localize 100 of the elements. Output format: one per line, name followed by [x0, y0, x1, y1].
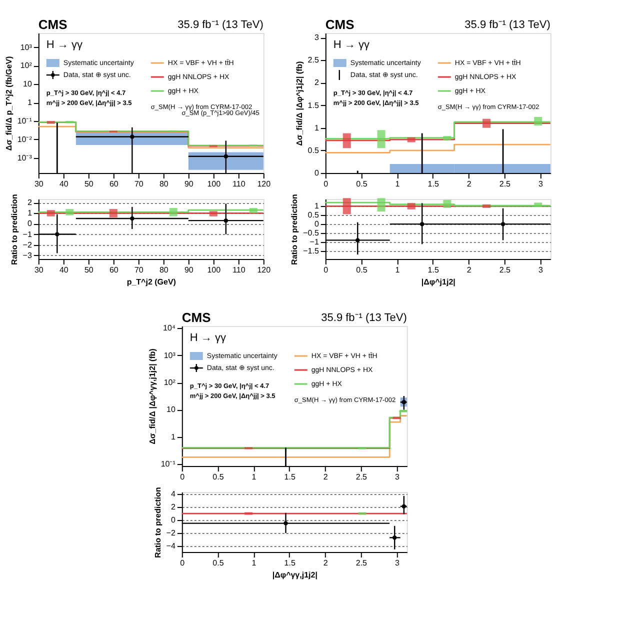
- x-tick-label: 0: [324, 180, 329, 188]
- x-axis-title: |Δφ^j1j2|: [421, 278, 456, 286]
- point: [130, 216, 134, 221]
- x-tick-label: 90: [184, 266, 194, 274]
- y-tick-label: −4: [166, 542, 176, 551]
- x-axis-title: p_T^j2 (GeV): [126, 278, 176, 286]
- x-tick-label: 2: [466, 266, 472, 274]
- x-axis-title: |Δφ^γγ,j1j2|: [272, 570, 318, 580]
- chart-title: CMS: [38, 17, 68, 32]
- x-tick-label: 70: [134, 180, 144, 188]
- x-tick-label: 1.5: [428, 266, 440, 274]
- chart-subtitle: 35.9 fb⁻¹ (13 TeV): [178, 19, 264, 31]
- point: [55, 232, 60, 236]
- chart-title: CMS: [182, 310, 212, 325]
- x-tick-label: 2.5: [356, 558, 368, 568]
- y-tick-label: −1: [22, 230, 32, 239]
- x-tick-label: 1: [252, 558, 257, 568]
- point: [284, 521, 288, 526]
- y-tick-label: −3: [22, 250, 32, 260]
- y-tick-label: 1: [170, 432, 176, 442]
- y-tick-label: −1: [310, 237, 320, 246]
- y-tick-label: 1: [27, 208, 32, 218]
- x-tick-label: 1.5: [284, 472, 296, 482]
- x-tick-label: 120: [257, 266, 272, 274]
- x-tick-label: 1.5: [284, 558, 296, 568]
- y-axis-title: Ratio to prediction: [153, 487, 162, 558]
- x-tick-label: 100: [207, 180, 222, 188]
- y-tick-label: 10²: [20, 61, 32, 70]
- y-tick-label: 10³: [20, 42, 32, 52]
- y-tick-label: 0: [314, 220, 320, 229]
- x-tick-label: 0.5: [356, 180, 368, 188]
- x-tick-label: 3: [395, 558, 400, 568]
- x-tick-label: 1: [395, 266, 400, 274]
- y-tick-label: 2: [27, 198, 32, 208]
- y-tick-label: 10⁻¹: [17, 116, 32, 126]
- x-tick-label: 110: [232, 180, 246, 188]
- y-tick-label: 3: [314, 33, 320, 42]
- y-axis-title: Δσ_fid/Δ p_T^j2 (fb/GeV): [4, 56, 14, 151]
- x-tick-label: 100: [207, 266, 222, 274]
- x-tick-label: 3: [538, 180, 544, 188]
- x-tick-label: 3: [538, 266, 544, 274]
- x-tick-label: 50: [84, 180, 94, 188]
- x-tick-label: 1: [395, 180, 400, 188]
- y-tick-label: 10⁻¹: [160, 460, 176, 469]
- x-tick-label: 3: [395, 472, 400, 482]
- x-tick-label: 2: [323, 558, 328, 568]
- x-tick-label: 50: [84, 266, 94, 274]
- x-tick-label: 0: [324, 266, 329, 274]
- x-tick-label: 60: [109, 266, 119, 274]
- x-tick-label: 2.5: [356, 472, 368, 482]
- chart-subtitle: 35.9 fb⁻¹ (13 TeV): [464, 19, 550, 31]
- annotation: H → γγ: [46, 39, 83, 51]
- y-tick-label: 10⁻²: [17, 134, 32, 144]
- x-tick-label: 0: [180, 472, 186, 482]
- y-tick-label: 10⁻³: [17, 153, 32, 162]
- x-tick-label: 90: [184, 180, 194, 188]
- y-tick-label: −2: [166, 528, 176, 538]
- x-tick-label: 1.5: [428, 180, 440, 188]
- y-tick-label: 1: [27, 98, 32, 108]
- y-axis-title: Δσ_fid/Δ |Δφ^j1j2| (fb): [294, 60, 304, 146]
- y-tick-label: 0: [170, 516, 176, 525]
- x-tick-label: 40: [59, 266, 69, 274]
- x-tick-label: 0: [180, 558, 186, 568]
- y-axis-title: Ratio to prediction: [290, 194, 300, 265]
- x-tick-label: 1: [252, 472, 257, 482]
- y-axis-title: Δσ_fid/Δ |Δφ^γγ,j1j2| (fb): [148, 348, 157, 444]
- x-tick-label: 2.5: [499, 180, 512, 188]
- y-tick-label: 10³: [164, 350, 176, 360]
- point: [224, 218, 228, 223]
- y-tick-label: 10⁴: [163, 324, 176, 333]
- y-tick-label: 2.5: [308, 56, 320, 65]
- x-tick-label: 40: [59, 180, 69, 188]
- y-tick-label: 1: [314, 202, 320, 211]
- x-tick-label: 60: [109, 180, 119, 188]
- x-tick-label: 120: [257, 180, 272, 188]
- x-tick-label: 2: [323, 472, 328, 482]
- chart-title: CMS: [325, 17, 355, 32]
- x-tick-label: 0.5: [212, 472, 224, 482]
- y-tick-label: 10²: [164, 378, 176, 388]
- annotation: H → γγ: [333, 39, 370, 51]
- x-tick-label: 30: [34, 180, 44, 188]
- y-axis-title: Ratio to prediction: [10, 194, 19, 265]
- point: [392, 536, 397, 540]
- y-tick-label: 4: [170, 489, 176, 498]
- y-tick-label: −0.5: [303, 228, 320, 238]
- annotation: H → γγ: [190, 332, 226, 344]
- x-tick-label: 0.5: [212, 558, 224, 568]
- y-tick-label: 0.5: [308, 210, 320, 220]
- y-tick-label: 2: [314, 78, 320, 88]
- x-tick-label: 0.5: [356, 266, 368, 274]
- y-tick-label: 2: [170, 502, 176, 512]
- x-tick-label: 30: [34, 266, 44, 274]
- x-tick-label: 110: [232, 266, 246, 274]
- y-tick-label: 0: [314, 168, 320, 178]
- x-tick-label: 80: [159, 266, 169, 274]
- y-tick-label: 1: [314, 123, 320, 132]
- y-tick-label: −2: [22, 240, 32, 250]
- y-tick-label: 1.5: [308, 100, 320, 110]
- x-tick-label: 2.5: [499, 266, 512, 274]
- x-tick-label: 2: [466, 180, 472, 188]
